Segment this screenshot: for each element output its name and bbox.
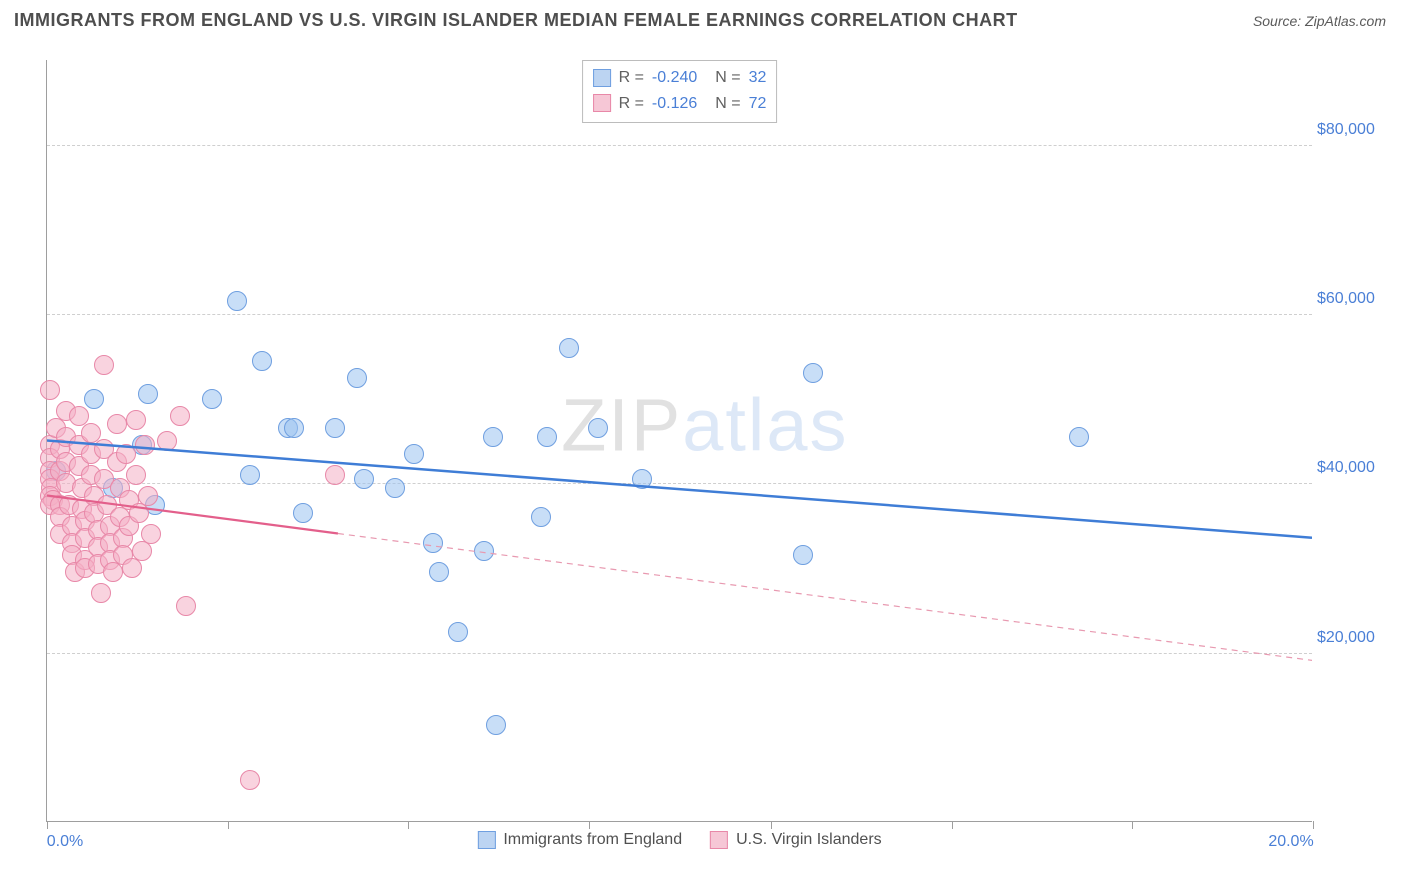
x-tick-label: 0.0% [47,833,83,851]
y-tick-label: $20,000 [1317,629,1375,647]
scatter-point [354,469,374,489]
x-tick-label: 20.0% [1268,833,1313,851]
legend-r-value: -0.126 [652,91,697,117]
trend-lines-layer [47,60,1312,821]
legend-n-value: 72 [749,91,767,117]
legend-series-label: U.S. Virgin Islanders [736,831,882,849]
legend-swatch [477,831,495,849]
legend-n-label: N = [715,65,740,91]
legend-n-label: N = [715,91,740,117]
legend-swatch [593,94,611,112]
chart-source: Source: ZipAtlas.com [1253,13,1386,29]
watermark-part2: atlas [682,384,848,467]
scatter-point [138,384,158,404]
scatter-point [126,410,146,430]
scatter-point [91,583,111,603]
scatter-point [325,465,345,485]
legend-correlation-row: R = -0.240 N = 32 [593,65,767,91]
trend-line [47,441,1312,538]
scatter-point [588,418,608,438]
scatter-point [132,541,152,561]
legend-r-label: R = [619,91,644,117]
scatter-point [559,338,579,358]
scatter-point [486,715,506,735]
plot-area: ZIPatlas R =-0.240N =32R =-0.126N =72 Im… [46,60,1312,822]
scatter-point [423,533,443,553]
scatter-point [429,562,449,582]
x-tick [408,821,409,829]
scatter-point [94,355,114,375]
chart-header: IMMIGRANTS FROM ENGLAND VS U.S. VIRGIN I… [0,0,1406,37]
x-tick [771,821,772,829]
gridline [47,145,1312,146]
legend-swatch [593,69,611,87]
scatter-point [157,431,177,451]
scatter-point [138,486,158,506]
scatter-point [227,291,247,311]
legend-correlation-row: R = -0.126 N = 72 [593,91,767,117]
scatter-point [803,363,823,383]
scatter-point [1069,427,1089,447]
legend-swatch [710,831,728,849]
gridline [47,483,1312,484]
scatter-point [483,427,503,447]
scatter-point [404,444,424,464]
legend-r-label: R = [619,65,644,91]
scatter-point [385,478,405,498]
scatter-point [126,465,146,485]
scatter-point [135,435,155,455]
scatter-point [474,541,494,561]
scatter-point [448,622,468,642]
scatter-point [116,444,136,464]
gridline [47,314,1312,315]
scatter-point [103,562,123,582]
x-tick [589,821,590,829]
scatter-point [293,503,313,523]
scatter-point [325,418,345,438]
y-tick-label: $40,000 [1317,459,1375,477]
scatter-point [252,351,272,371]
x-tick [47,821,48,829]
x-tick [952,821,953,829]
legend-r-value: -0.240 [652,65,697,91]
scatter-point [122,558,142,578]
legend-series: Immigrants from England U.S. Virgin Islan… [477,831,881,849]
scatter-point [129,503,149,523]
scatter-point [176,596,196,616]
scatter-point [284,418,304,438]
scatter-point [202,389,222,409]
scatter-point [141,524,161,544]
chart-title: IMMIGRANTS FROM ENGLAND VS U.S. VIRGIN I… [14,10,1018,31]
legend-n-value: 32 [749,65,767,91]
gridline [47,653,1312,654]
x-tick [1132,821,1133,829]
legend-series-label: Immigrants from England [503,831,682,849]
scatter-point [81,423,101,443]
scatter-point [240,770,260,790]
y-tick-label: $80,000 [1317,121,1375,139]
scatter-point [170,406,190,426]
legend-series-item: Immigrants from England [477,831,682,849]
y-tick-label: $60,000 [1317,290,1375,308]
watermark-part1: ZIP [561,384,682,467]
x-tick [228,821,229,829]
scatter-point [107,414,127,434]
scatter-point [793,545,813,565]
x-tick [1313,821,1314,829]
scatter-point [347,368,367,388]
scatter-point [40,380,60,400]
scatter-point [240,465,260,485]
scatter-point [531,507,551,527]
plot-container: Median Female Earnings ZIPatlas R =-0.24… [46,60,1386,822]
legend-series-item: U.S. Virgin Islanders [710,831,882,849]
scatter-point [632,469,652,489]
scatter-point [69,406,89,426]
scatter-point [537,427,557,447]
scatter-point [84,389,104,409]
legend-correlation: R = -0.240 N = 32 R = -0.126 N = 72 [582,60,778,123]
